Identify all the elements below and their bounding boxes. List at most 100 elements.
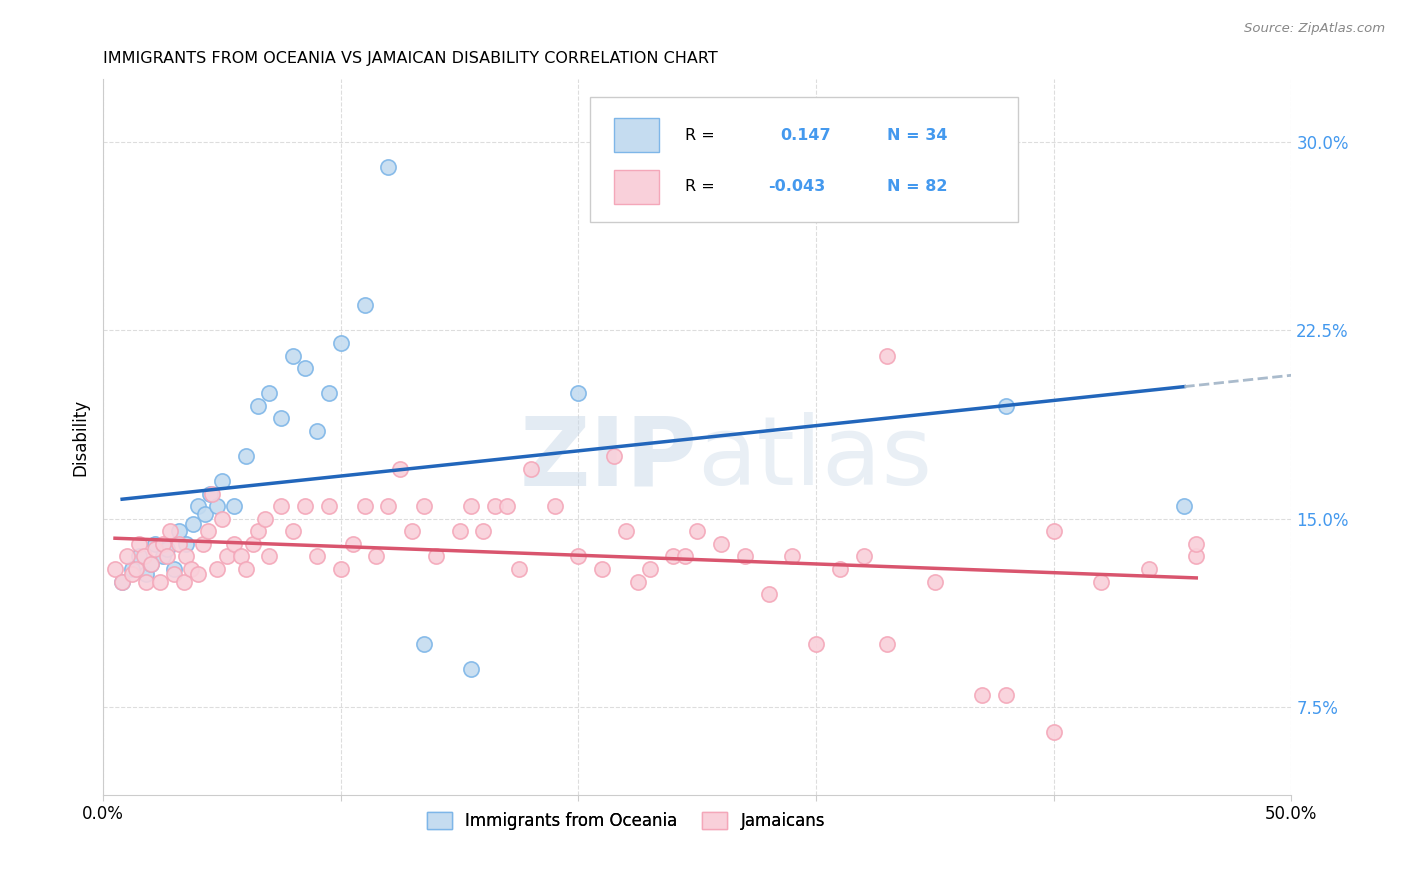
Point bbox=[145, 537, 167, 551]
Point bbox=[460, 500, 482, 514]
Point bbox=[804, 637, 827, 651]
Point bbox=[389, 461, 412, 475]
Legend: Immigrants from Oceania, Jamaicans: Immigrants from Oceania, Jamaicans bbox=[420, 805, 832, 837]
Point bbox=[180, 562, 202, 576]
Point bbox=[305, 424, 328, 438]
Point bbox=[995, 688, 1018, 702]
Point bbox=[496, 500, 519, 514]
Text: R =: R = bbox=[685, 128, 716, 143]
Point bbox=[163, 562, 186, 576]
Point bbox=[924, 574, 946, 589]
Point bbox=[128, 537, 150, 551]
Point bbox=[425, 549, 447, 564]
Text: N = 82: N = 82 bbox=[887, 179, 948, 194]
Point bbox=[1042, 524, 1064, 539]
Point bbox=[449, 524, 471, 539]
Point bbox=[876, 349, 898, 363]
Point bbox=[205, 500, 228, 514]
Point bbox=[198, 486, 221, 500]
Point bbox=[163, 567, 186, 582]
Point bbox=[591, 562, 613, 576]
Point bbox=[111, 574, 134, 589]
Point bbox=[876, 637, 898, 651]
FancyBboxPatch shape bbox=[614, 118, 659, 153]
Point bbox=[413, 637, 436, 651]
Point bbox=[638, 562, 661, 576]
Point bbox=[156, 541, 179, 556]
Point bbox=[270, 411, 292, 425]
Text: -0.043: -0.043 bbox=[769, 179, 825, 194]
Point bbox=[995, 399, 1018, 413]
FancyBboxPatch shape bbox=[614, 169, 659, 204]
Point bbox=[152, 549, 174, 564]
Point bbox=[246, 524, 269, 539]
Point bbox=[377, 500, 399, 514]
Point bbox=[401, 524, 423, 539]
Point bbox=[259, 549, 281, 564]
Point bbox=[1173, 500, 1195, 514]
Point bbox=[758, 587, 780, 601]
Point bbox=[1137, 562, 1160, 576]
Text: N = 34: N = 34 bbox=[887, 128, 948, 143]
Y-axis label: Disability: Disability bbox=[72, 399, 89, 475]
Point bbox=[283, 524, 305, 539]
Point bbox=[121, 567, 143, 582]
Point bbox=[782, 549, 804, 564]
Point bbox=[139, 557, 162, 571]
Point bbox=[145, 541, 167, 556]
Text: 0.147: 0.147 bbox=[780, 128, 831, 143]
Point bbox=[115, 549, 138, 564]
Point bbox=[235, 449, 257, 463]
Point bbox=[484, 500, 506, 514]
Point bbox=[222, 500, 245, 514]
Point bbox=[710, 537, 733, 551]
Point bbox=[353, 500, 375, 514]
Point bbox=[205, 562, 228, 576]
Text: R =: R = bbox=[685, 179, 716, 194]
Point bbox=[366, 549, 388, 564]
Point bbox=[353, 298, 375, 312]
Point bbox=[283, 349, 305, 363]
Point bbox=[603, 449, 626, 463]
Point bbox=[253, 512, 276, 526]
Point bbox=[187, 567, 209, 582]
Point bbox=[543, 500, 565, 514]
Text: Source: ZipAtlas.com: Source: ZipAtlas.com bbox=[1244, 22, 1385, 36]
Point bbox=[305, 549, 328, 564]
Point bbox=[121, 562, 143, 576]
Point bbox=[235, 562, 257, 576]
Point bbox=[111, 574, 134, 589]
Point bbox=[222, 537, 245, 551]
Point bbox=[1185, 549, 1208, 564]
Text: ZIP: ZIP bbox=[519, 412, 697, 505]
Point bbox=[828, 562, 851, 576]
Point bbox=[173, 574, 195, 589]
Point bbox=[135, 574, 157, 589]
Text: atlas: atlas bbox=[697, 412, 932, 505]
Point bbox=[329, 336, 352, 351]
Point bbox=[159, 524, 181, 539]
Point bbox=[259, 386, 281, 401]
Point bbox=[294, 361, 316, 376]
Point bbox=[329, 562, 352, 576]
Point bbox=[1042, 725, 1064, 739]
Point bbox=[183, 516, 205, 531]
Point bbox=[413, 500, 436, 514]
Point bbox=[215, 549, 238, 564]
Point bbox=[156, 549, 179, 564]
Point bbox=[520, 461, 543, 475]
Point bbox=[662, 549, 685, 564]
Point bbox=[318, 386, 340, 401]
Point bbox=[318, 500, 340, 514]
Point bbox=[167, 537, 190, 551]
Point bbox=[229, 549, 252, 564]
Point bbox=[460, 663, 482, 677]
Point bbox=[508, 562, 530, 576]
Point bbox=[673, 549, 696, 564]
Point bbox=[567, 386, 589, 401]
Point bbox=[149, 574, 172, 589]
Point bbox=[686, 524, 709, 539]
Point bbox=[211, 474, 233, 488]
Point bbox=[614, 524, 637, 539]
Point bbox=[176, 549, 198, 564]
